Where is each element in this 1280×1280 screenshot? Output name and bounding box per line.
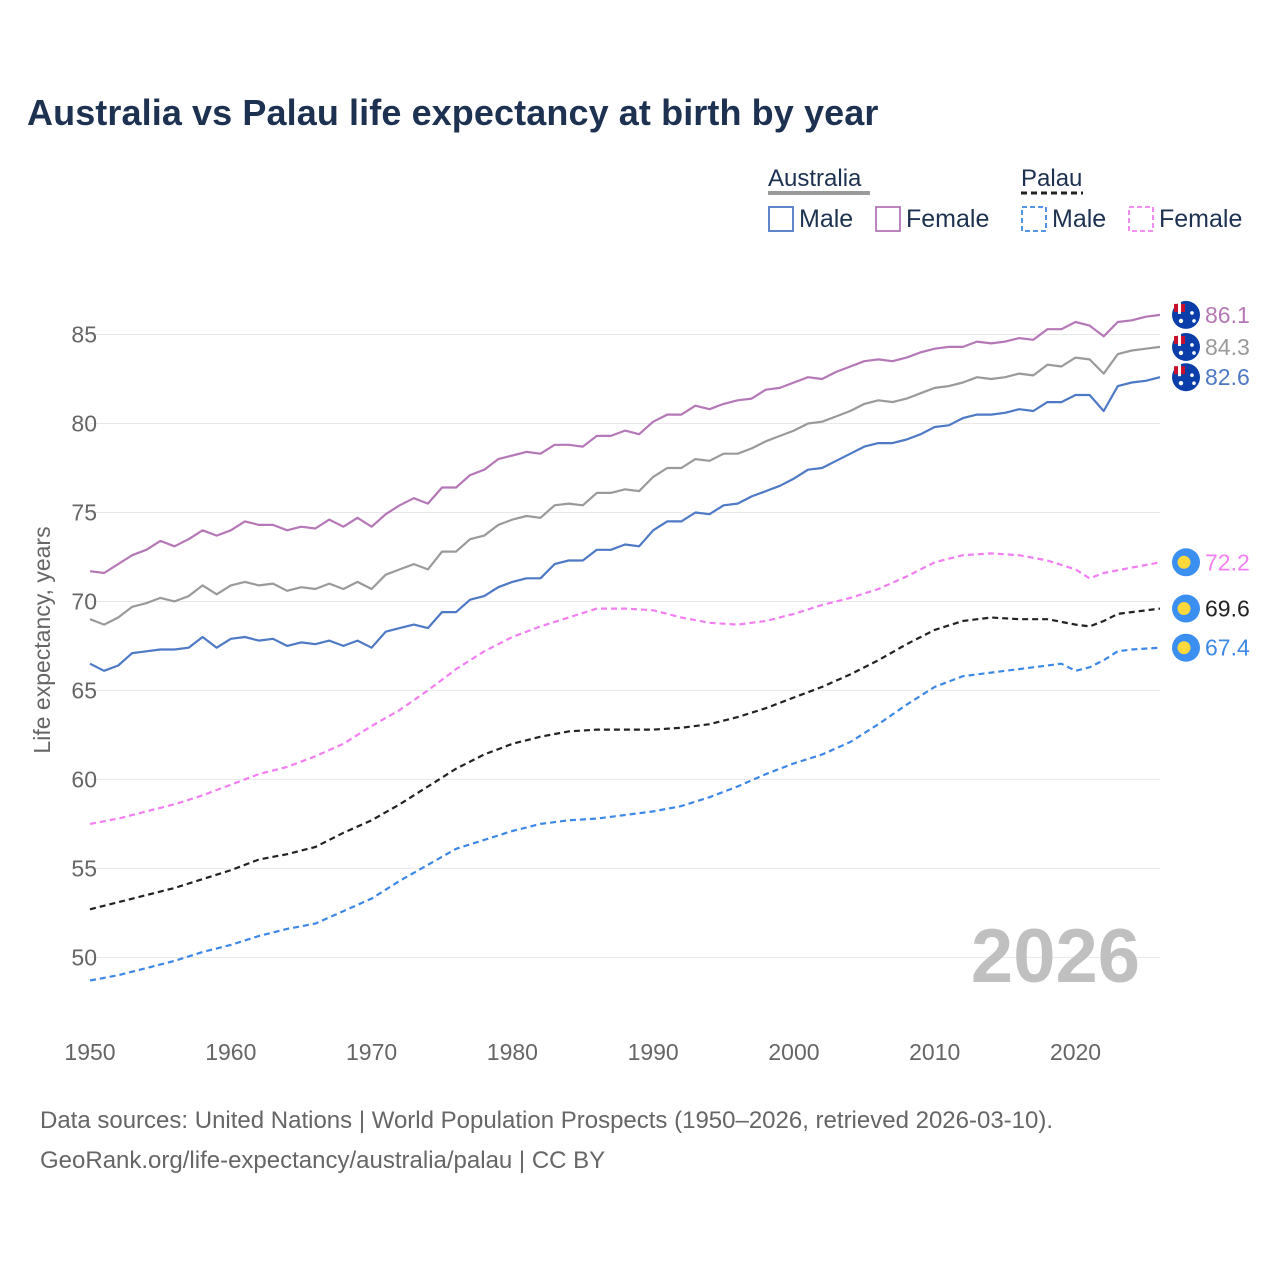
legend-australia-female-swatch — [875, 206, 901, 232]
y-tick-label-85: 85 — [71, 321, 97, 347]
end-label-australia-total: 84.3 — [1205, 334, 1250, 360]
australia-flag-cross — [1178, 333, 1181, 346]
legend-palau-male-label: Male — [1052, 205, 1106, 233]
y-tick-label-80: 80 — [71, 410, 97, 436]
end-labels: 86.1 84.3 82.6 72.2 69.6 67.4 — [1172, 300, 1250, 662]
source-line: Data sources: United Nations | World Pop… — [40, 1107, 1054, 1134]
australia-flag-star — [1192, 319, 1196, 323]
y-tick-label-75: 75 — [71, 499, 97, 525]
legend-palau-female-swatch — [1128, 206, 1154, 232]
australia-flag-star — [1192, 381, 1196, 386]
y-tick-label-65: 65 — [71, 677, 97, 703]
palau-flag-moon — [1177, 602, 1191, 616]
end-marker-australia-female — [1172, 300, 1200, 329]
y-tick-label-70: 70 — [71, 588, 97, 614]
x-tick-label-2020: 2020 — [1050, 1039, 1101, 1065]
end-marker-palau-total — [1172, 594, 1200, 623]
legend-australia-female-label: Female — [906, 205, 989, 233]
y-axis-label: Life expectancy, years — [29, 526, 55, 753]
end-label-palau-female: 72.2 — [1205, 549, 1250, 575]
grid-layer — [90, 333, 1160, 958]
x-tick-label-1950: 1950 — [64, 1039, 115, 1065]
y-tick-label-55: 55 — [71, 855, 97, 881]
x-axis: 1950 1960 1970 1980 1990 2000 2010 2020 — [64, 1039, 1101, 1065]
australia-flag-star — [1178, 318, 1184, 324]
australia-flag-star — [1190, 343, 1194, 347]
x-tick-label-1980: 1980 — [487, 1039, 538, 1065]
australia-flag-star — [1190, 373, 1194, 378]
palau-flag-moon — [1177, 555, 1191, 569]
end-marker-palau-male — [1172, 633, 1200, 662]
australia-flag-cross — [1178, 301, 1181, 314]
palau-flag-moon — [1177, 641, 1191, 655]
x-tick-label-1970: 1970 — [346, 1039, 397, 1065]
series-line-palau-male — [89, 646, 1161, 982]
x-tick-label-2010: 2010 — [909, 1039, 960, 1065]
legend-palau-female[interactable]: Female — [1128, 205, 1242, 233]
australia-flag-cross — [1178, 364, 1181, 377]
chart-title: Australia vs Palau life expectancy at bi… — [27, 92, 879, 133]
legend-australia-male[interactable]: Male — [768, 205, 853, 233]
end-marker-australia-total — [1172, 332, 1200, 361]
legend: Australia Male Female Palau Male Female — [768, 165, 1242, 233]
y-axis: 50 55 60 65 70 75 80 85 — [71, 321, 97, 970]
australia-flag-star — [1178, 381, 1184, 386]
end-label-australia-male: 82.6 — [1205, 364, 1250, 390]
x-tick-label-1990: 1990 — [628, 1039, 679, 1065]
series-line-palau-total — [89, 607, 1161, 911]
end-label-palau-total: 69.6 — [1205, 596, 1250, 622]
series-line-australia-male — [89, 376, 1161, 672]
end-marker-australia-male — [1172, 363, 1200, 392]
legend-australia-male-label: Male — [799, 205, 853, 233]
source-url: GeoRank.org/life-expectancy/australia/pa… — [40, 1147, 606, 1174]
legend-palau-title: Palau — [1021, 165, 1082, 192]
legend-australia-title: Australia — [768, 165, 862, 192]
series-layer — [89, 313, 1161, 982]
legend-palau-male-swatch — [1021, 206, 1047, 232]
end-label-australia-female: 86.1 — [1205, 302, 1250, 328]
australia-flag-star — [1190, 311, 1194, 315]
series-line-australia-female — [89, 313, 1161, 575]
series-line-palau-female — [89, 552, 1161, 825]
legend-australia-male-swatch — [768, 206, 794, 232]
end-marker-palau-female — [1172, 548, 1200, 577]
legend-australia-female[interactable]: Female — [875, 205, 989, 233]
legend-palau-female-label: Female — [1159, 205, 1242, 233]
legend-group-palau[interactable]: Palau Male Female — [1021, 165, 1242, 233]
x-tick-label-2000: 2000 — [768, 1039, 819, 1065]
year-watermark: 2026 — [971, 914, 1140, 999]
x-tick-label-1960: 1960 — [205, 1039, 256, 1065]
australia-flag-star — [1192, 351, 1196, 355]
y-tick-label-60: 60 — [71, 766, 97, 792]
legend-group-australia[interactable]: Australia Male Female — [768, 165, 989, 233]
end-label-palau-male: 67.4 — [1205, 635, 1250, 661]
legend-palau-male[interactable]: Male — [1021, 205, 1106, 233]
y-tick-label-50: 50 — [71, 944, 97, 970]
series-line-australia-total — [89, 345, 1161, 626]
australia-flag-star — [1178, 350, 1184, 356]
